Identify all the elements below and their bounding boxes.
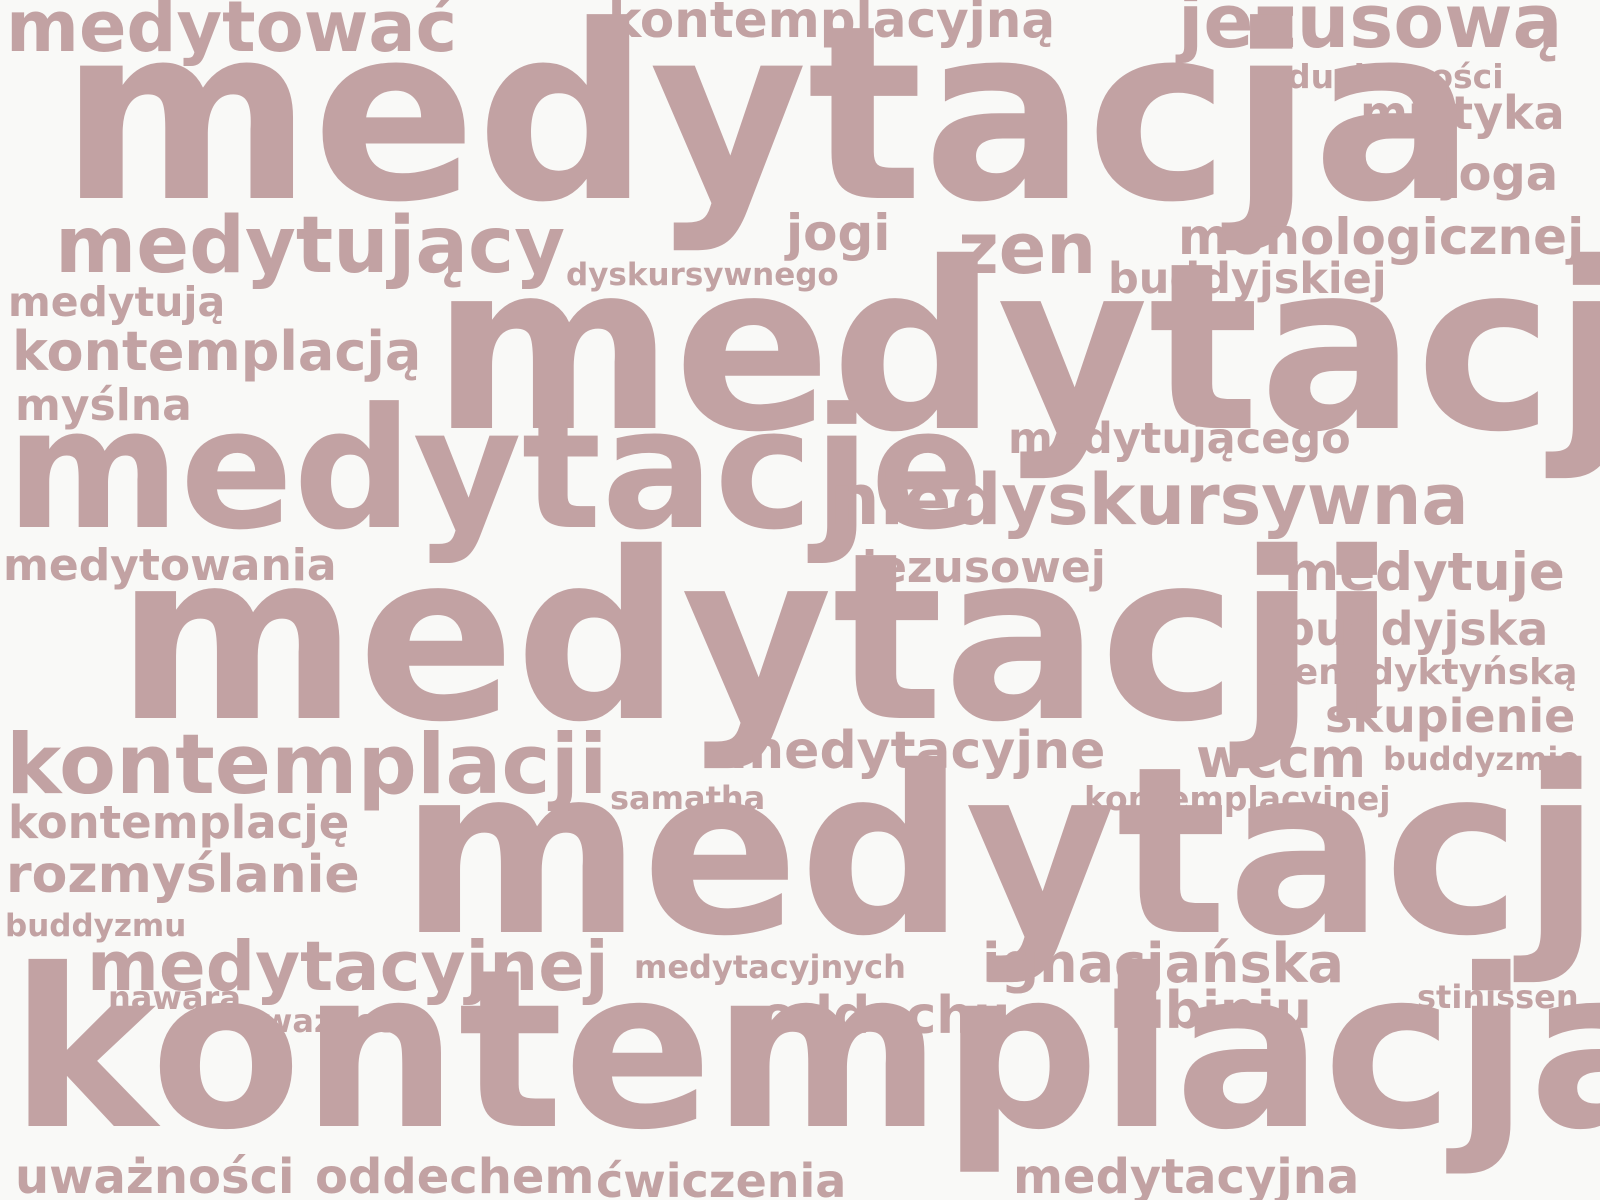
word-medytacja: medytacja <box>60 0 1476 256</box>
word-dyskursywnego: dyskursywnego <box>566 257 839 293</box>
word-samatha: samatha <box>610 779 766 817</box>
word-oddechu: oddechu <box>760 986 1011 1046</box>
word-medytowac: medytować <box>6 0 458 68</box>
word-medytacyjnych: medytacyjnych <box>634 948 906 986</box>
word-lubiniu: lubiniu <box>1110 981 1312 1041</box>
word-buddyjskiej: buddyjskiej <box>1108 254 1387 304</box>
word-buddyjska: buddyjska <box>1282 602 1549 656</box>
word-jogi: jogi <box>786 204 891 262</box>
word-skupienie: skupienie <box>1325 689 1576 743</box>
word-medytuje: medytuje <box>1284 542 1565 603</box>
word-medytujacego: medytującego <box>1008 414 1351 464</box>
word-jezusowej: jezusowej <box>862 542 1106 593</box>
word-joga: joga <box>1442 146 1559 202</box>
word-cwiczenia: ćwiczenia <box>596 1154 847 1200</box>
word-myslna: myślna <box>15 380 192 431</box>
word-kontemplacje: kontemplację <box>8 796 350 849</box>
word-wccm: wccm <box>1196 727 1367 790</box>
word-kontemplacyjna: kontemplacyjną <box>608 0 1056 49</box>
word-kontemplacja-instr: kontemplacją <box>12 320 422 383</box>
word-medytacja-instr: medytacją <box>432 213 1600 483</box>
word-zen: zen <box>958 208 1097 290</box>
word-uwaznosci: uważności <box>15 1149 295 1200</box>
word-kontemplacja: kontemplacja <box>10 922 1600 1178</box>
word-nawara: nawara <box>108 979 241 1017</box>
word-uwaznosc: uważność <box>240 1002 416 1040</box>
word-niedyskursywna: niedyskursywna <box>830 459 1469 541</box>
word-kontemplacyjnej: kontemplacyjnej <box>1084 779 1391 818</box>
word-oddechem: oddechem <box>315 1149 595 1200</box>
word-kontemplacji: kontemplacji <box>6 716 608 813</box>
word-stinissen: stinissen <box>1417 978 1579 1016</box>
word-medytacyjna: medytacyjna <box>1013 1149 1360 1200</box>
word-medytacje: medytacje <box>6 373 984 567</box>
word-benedyktynska: benedyktyńską <box>1268 652 1578 693</box>
word-medytuja: medytują <box>8 278 226 326</box>
word-ignacjanska: ignacjańska <box>982 932 1344 995</box>
word-medytacyjne: medytacyjne <box>730 721 1106 781</box>
word-buddyzmu: buddyzmu <box>5 908 187 944</box>
word-medytujacy: medytujący <box>55 201 566 291</box>
word-monologicznej: monologicznej <box>1178 208 1585 266</box>
word-jezusowa: jezusową <box>1178 0 1563 65</box>
word-medytowania: medytowania <box>3 540 337 591</box>
word-medytacyjnej: medytacyjnej <box>87 927 609 1007</box>
word-buddyzmie: buddyzmie <box>1383 740 1580 778</box>
word-medytacje-acc: medytację <box>400 717 1600 987</box>
word-rozmyslanie: rozmyślanie <box>6 845 360 905</box>
word-medytacji: medytacji <box>116 503 1397 773</box>
word-mistyka: mistyka <box>1360 86 1565 140</box>
word-duchowosci: duchowości <box>1287 57 1504 96</box>
